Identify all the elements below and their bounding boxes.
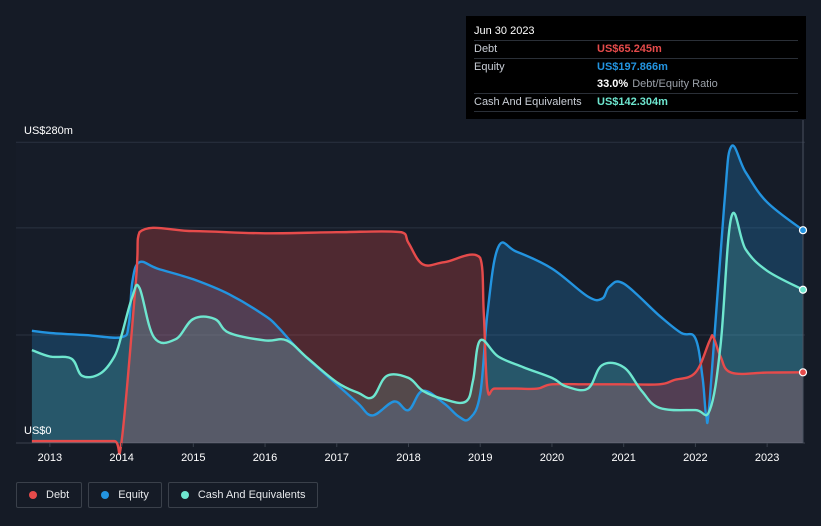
legend-debt-label: Debt bbox=[46, 489, 70, 501]
tooltip-row-cash: Cash And Equivalents US$142.304m bbox=[474, 93, 798, 112]
legend-debt-dot-icon bbox=[29, 491, 37, 499]
tooltip-ratio-value: 33.0% bbox=[597, 78, 629, 90]
gridlines bbox=[16, 141, 805, 444]
tooltip-cash-value: US$142.304m bbox=[597, 96, 668, 108]
series-line-cash bbox=[31, 211, 804, 417]
tooltip: Jun 30 2023 Debt US$65.245m Equity US$19… bbox=[466, 16, 806, 119]
series-lines bbox=[31, 144, 804, 456]
plot-background bbox=[16, 143, 805, 443]
legend-item-cash[interactable]: Cash And Equivalents bbox=[167, 482, 319, 508]
tooltip-cash-label: Cash And Equivalents bbox=[474, 96, 582, 108]
series-line-debt bbox=[31, 226, 804, 456]
tooltip-debt-label: Debt bbox=[474, 43, 498, 55]
series-end-marker-equity bbox=[798, 226, 808, 235]
tooltip-equity-label: Equity bbox=[474, 61, 505, 73]
tooltip-debt-value: US$65.245m bbox=[597, 43, 662, 55]
x-axis-ticks: 2013 2014 2015 2016 2017 2018 2019 2020 2021 2022… bbox=[38, 443, 779, 464]
x-tick-label: 2022 bbox=[683, 452, 707, 464]
tooltip-date: Jun 30 2023 bbox=[474, 25, 535, 37]
series-markers bbox=[798, 226, 808, 377]
legend-item-debt[interactable]: Debt bbox=[16, 482, 83, 508]
y-tick-label-max: US$280m bbox=[24, 125, 73, 137]
legend-equity-label: Equity bbox=[118, 489, 149, 501]
series-area-equity bbox=[31, 145, 803, 443]
legend-equity-dot-icon bbox=[101, 491, 110, 499]
series-end-marker-cash bbox=[798, 285, 808, 294]
x-tick-label: 2018 bbox=[396, 452, 420, 464]
tooltip-ratio-label: Debt/Equity Ratio bbox=[632, 78, 718, 90]
x-tick-label: 2015 bbox=[181, 452, 205, 464]
x-tick-label: 2019 bbox=[468, 452, 492, 464]
series-area-debt bbox=[31, 227, 803, 454]
tooltip-row-ratio: 33.0% Debt/Equity Ratio bbox=[474, 76, 798, 93]
series-line-equity bbox=[31, 144, 804, 425]
series-end-marker-debt bbox=[798, 368, 808, 377]
x-tick-label: 2020 bbox=[540, 452, 564, 464]
tooltip-row-debt: Debt US$65.245m bbox=[474, 40, 798, 58]
tooltip-equity-value: US$197.866m bbox=[597, 61, 668, 73]
x-tick-label: 2016 bbox=[253, 452, 277, 464]
tooltip-ratio: 33.0% Debt/Equity Ratio bbox=[597, 76, 718, 93]
x-tick-label: 2014 bbox=[109, 452, 133, 464]
tooltip-row-equity: Equity US$197.866m bbox=[474, 58, 798, 76]
tooltip-ratio-spacer bbox=[474, 76, 597, 93]
legend: Debt Equity Cash And Equivalents bbox=[16, 482, 319, 510]
x-tick-label: 2013 bbox=[38, 452, 62, 464]
y-tick-label-min: US$0 bbox=[24, 425, 52, 437]
legend-item-equity[interactable]: Equity bbox=[88, 482, 162, 508]
x-tick-label: 2023 bbox=[755, 452, 779, 464]
x-tick-label: 2017 bbox=[325, 452, 349, 464]
legend-cash-dot-icon bbox=[180, 491, 189, 499]
x-tick-label: 2021 bbox=[611, 452, 635, 464]
legend-cash-label: Cash And Equivalents bbox=[197, 489, 306, 501]
